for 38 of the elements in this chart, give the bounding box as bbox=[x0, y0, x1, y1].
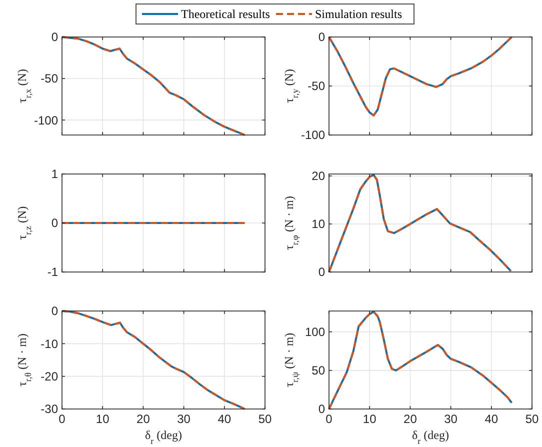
line-series bbox=[328, 310, 513, 410]
x-tick-label: 10 bbox=[96, 412, 110, 426]
line-series bbox=[328, 36, 513, 116]
x-tick-label: 50 bbox=[258, 412, 272, 426]
y-tick-label: 0 bbox=[51, 304, 58, 318]
y-tick-label: -10 bbox=[40, 336, 58, 351]
x-tick-label: 20 bbox=[404, 412, 418, 426]
y-tick-label: -30 bbox=[40, 402, 58, 416]
y-tick-label: -50 bbox=[308, 79, 326, 94]
y-tick-label: -50 bbox=[40, 72, 58, 86]
x-tick-label: 30 bbox=[444, 412, 458, 426]
y-tick-label: 0 bbox=[318, 30, 326, 44]
y-tick-label: 0 bbox=[51, 216, 58, 230]
y-tick-label: 1 bbox=[51, 167, 58, 182]
x-tick-label: 30 bbox=[177, 412, 191, 426]
line-series bbox=[328, 174, 512, 273]
y-tick-label: 100 bbox=[304, 325, 326, 340]
x-tick-label: 20 bbox=[136, 412, 150, 426]
line-series bbox=[61, 310, 246, 410]
y-tick-label: 0 bbox=[318, 402, 326, 416]
y-tick-label: -20 bbox=[40, 370, 58, 384]
y-tick-label: 0 bbox=[318, 265, 326, 280]
x-axis-title: δ$_{r}$ (deg) bbox=[412, 428, 449, 446]
line-series bbox=[61, 36, 246, 136]
y-tick-label: -1 bbox=[47, 265, 58, 280]
x-tick-label: 40 bbox=[484, 412, 498, 426]
legend-label: Theoretical results bbox=[181, 7, 270, 21]
x-tick-label: 40 bbox=[218, 412, 232, 426]
x-tick-label: 10 bbox=[362, 412, 377, 426]
y-tick-label: -100 bbox=[34, 113, 58, 128]
y-tick-label: 20 bbox=[312, 169, 326, 184]
x-axis-title: δ$_{r}$ (deg) bbox=[145, 428, 182, 446]
x-tick-label: 50 bbox=[525, 412, 539, 426]
y-tick-label: 50 bbox=[312, 364, 326, 378]
y-tick-label: -100 bbox=[300, 128, 326, 142]
y-tick-label: 0 bbox=[51, 30, 58, 44]
y-tick-label: 10 bbox=[312, 217, 326, 232]
legend-label: Simulation results bbox=[315, 7, 402, 21]
